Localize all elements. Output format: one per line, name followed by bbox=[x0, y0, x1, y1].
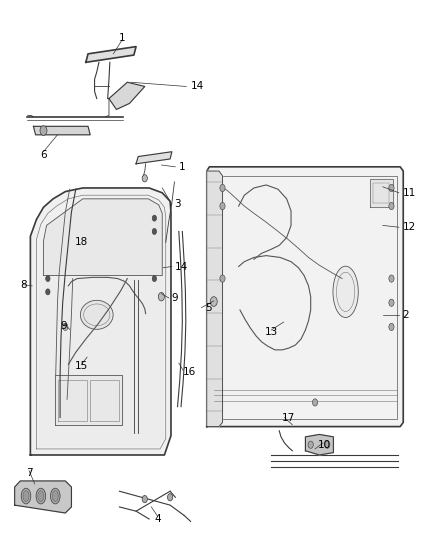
Circle shape bbox=[210, 297, 217, 306]
Circle shape bbox=[63, 324, 68, 330]
Text: 11: 11 bbox=[403, 188, 416, 198]
Text: 14: 14 bbox=[174, 262, 188, 271]
Circle shape bbox=[220, 275, 225, 282]
Circle shape bbox=[308, 441, 313, 448]
Ellipse shape bbox=[333, 266, 358, 318]
Text: 8: 8 bbox=[20, 280, 27, 289]
Ellipse shape bbox=[38, 490, 44, 502]
Polygon shape bbox=[33, 126, 90, 135]
Text: 17: 17 bbox=[281, 413, 295, 423]
Text: 18: 18 bbox=[75, 237, 88, 247]
Ellipse shape bbox=[50, 488, 60, 504]
Polygon shape bbox=[14, 481, 71, 513]
Polygon shape bbox=[39, 279, 163, 447]
Circle shape bbox=[152, 215, 156, 221]
Ellipse shape bbox=[21, 488, 31, 504]
Text: 13: 13 bbox=[265, 327, 278, 337]
Circle shape bbox=[389, 203, 394, 209]
Circle shape bbox=[325, 441, 330, 448]
Circle shape bbox=[158, 293, 164, 301]
Ellipse shape bbox=[52, 490, 58, 502]
Polygon shape bbox=[43, 199, 162, 276]
Ellipse shape bbox=[36, 488, 46, 504]
Text: 10: 10 bbox=[318, 440, 331, 450]
Polygon shape bbox=[207, 171, 223, 426]
Circle shape bbox=[167, 494, 173, 501]
Circle shape bbox=[142, 175, 148, 182]
Text: 12: 12 bbox=[403, 222, 416, 232]
Text: 5: 5 bbox=[205, 303, 212, 312]
Circle shape bbox=[46, 289, 50, 295]
Text: 6: 6 bbox=[40, 150, 47, 160]
Text: 16: 16 bbox=[183, 367, 197, 377]
Circle shape bbox=[389, 324, 394, 330]
Text: 2: 2 bbox=[403, 310, 409, 320]
Polygon shape bbox=[109, 82, 145, 109]
Circle shape bbox=[220, 203, 225, 209]
Ellipse shape bbox=[23, 490, 29, 502]
Polygon shape bbox=[30, 188, 171, 455]
Text: 1: 1 bbox=[119, 33, 125, 43]
Circle shape bbox=[389, 275, 394, 282]
Circle shape bbox=[46, 276, 50, 281]
Circle shape bbox=[152, 276, 156, 281]
Ellipse shape bbox=[81, 300, 113, 329]
Polygon shape bbox=[370, 179, 393, 207]
Text: 4: 4 bbox=[155, 514, 161, 524]
Polygon shape bbox=[136, 152, 172, 164]
Text: 9: 9 bbox=[172, 293, 178, 303]
Polygon shape bbox=[305, 434, 333, 455]
Polygon shape bbox=[207, 167, 403, 426]
Circle shape bbox=[389, 299, 394, 306]
Polygon shape bbox=[55, 375, 122, 425]
Text: 14: 14 bbox=[191, 82, 204, 92]
Text: 9: 9 bbox=[61, 321, 67, 330]
Text: 7: 7 bbox=[26, 468, 32, 478]
Polygon shape bbox=[86, 46, 136, 62]
Circle shape bbox=[142, 496, 148, 503]
Circle shape bbox=[40, 126, 47, 135]
Text: 15: 15 bbox=[75, 361, 88, 371]
Circle shape bbox=[220, 184, 225, 191]
Text: 3: 3 bbox=[174, 199, 181, 209]
Text: 1: 1 bbox=[179, 162, 185, 172]
Circle shape bbox=[389, 184, 394, 191]
Circle shape bbox=[152, 229, 156, 235]
Circle shape bbox=[312, 399, 318, 406]
